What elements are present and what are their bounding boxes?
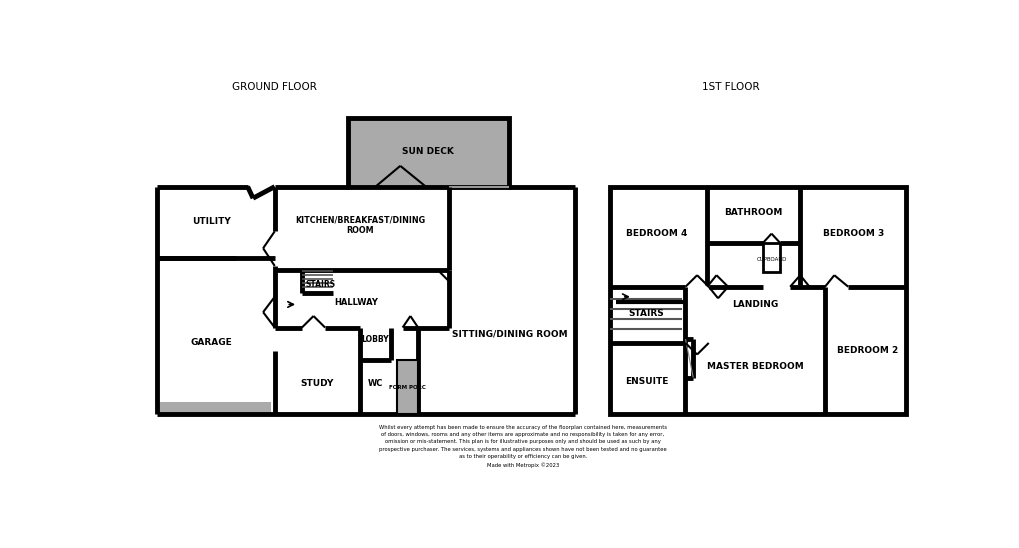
- Text: WC: WC: [368, 379, 383, 389]
- Text: LOBBY: LOBBY: [362, 335, 389, 344]
- Text: 1ST FLOOR: 1ST FLOOR: [701, 82, 758, 92]
- Text: BEDROOM 2: BEDROOM 2: [837, 346, 898, 355]
- Text: Whilst every attempt has been made to ensure the accuracy of the floorplan conta: Whilst every attempt has been made to en…: [378, 425, 666, 467]
- Text: BEDROOM 3: BEDROOM 3: [822, 229, 883, 238]
- Text: BEDROOM 4: BEDROOM 4: [626, 229, 687, 238]
- Text: HALLWAY: HALLWAY: [334, 299, 378, 307]
- Text: FORM PORC: FORM PORC: [388, 385, 425, 390]
- Text: SUN DECK: SUN DECK: [401, 147, 453, 157]
- Bar: [396, 360, 418, 414]
- Bar: [762, 243, 780, 272]
- Text: UTILITY: UTILITY: [192, 217, 230, 226]
- Bar: [609, 187, 906, 414]
- Text: SITTING/DINING ROOM: SITTING/DINING ROOM: [451, 329, 567, 338]
- Text: LANDING: LANDING: [732, 300, 777, 309]
- Text: ENSUITE: ENSUITE: [625, 377, 667, 386]
- Text: KITCHEN/BREAKFAST/DINING
ROOM: KITCHEN/BREAKFAST/DINING ROOM: [294, 215, 425, 235]
- Bar: [157, 402, 271, 414]
- Text: GROUND FLOOR: GROUND FLOOR: [232, 82, 317, 92]
- Text: STUDY: STUDY: [301, 379, 334, 389]
- Text: GARAGE: GARAGE: [191, 339, 232, 347]
- Text: STAIRS: STAIRS: [629, 309, 664, 318]
- Text: CUPBOARD: CUPBOARD: [756, 258, 786, 262]
- Text: MASTER BEDROOM: MASTER BEDROOM: [706, 362, 803, 370]
- Text: STAIRS: STAIRS: [306, 280, 335, 289]
- Text: BATHROOM: BATHROOM: [723, 208, 783, 216]
- Bar: [348, 118, 508, 187]
